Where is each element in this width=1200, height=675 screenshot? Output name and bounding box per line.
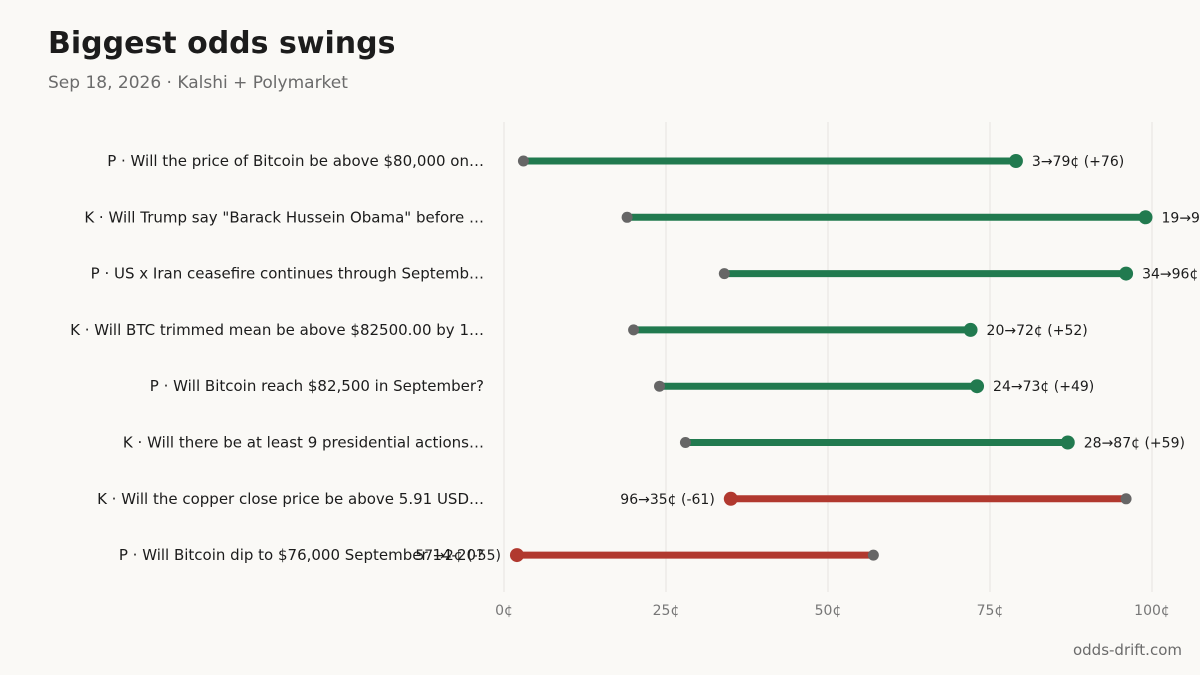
end-point [723, 491, 738, 506]
x-tick-label: 75¢ [977, 603, 1004, 619]
chart-rows: P · Will the price of Bitcoin be above $… [70, 152, 1200, 564]
value-label: 20→72¢ (+52) [987, 323, 1088, 339]
end-point [1060, 435, 1075, 450]
row-label: P · Will Bitcoin reach $82,500 in Septem… [150, 377, 484, 395]
end-point [1008, 154, 1023, 168]
row-label: K · Will the copper close price be above… [97, 490, 484, 508]
end-point [1138, 210, 1153, 225]
value-label: 24→73¢ (+49) [993, 379, 1094, 395]
row-label: P · US x Iran ceasefire continues throug… [91, 265, 484, 283]
chart-row: P · Will Bitcoin reach $82,500 in Septem… [150, 377, 1094, 395]
source-credit: odds-drift.com [1072, 641, 1182, 659]
end-point [970, 379, 985, 394]
chart-row: K · Will Trump say "Barack Hussein Obama… [84, 208, 1200, 226]
start-point [679, 437, 691, 448]
chart-row: K · Will there be at least 9 presidentia… [123, 434, 1185, 452]
end-point [509, 548, 524, 563]
value-label: 3→79¢ (+76) [1032, 154, 1124, 170]
start-point [867, 549, 879, 561]
row-label: K · Will there be at least 9 presidentia… [123, 434, 484, 452]
chart-title: Biggest odds swings [48, 26, 396, 61]
row-label: K · Will BTC trimmed mean be above $8250… [70, 321, 484, 339]
chart-row: K · Will the copper close price be above… [97, 490, 1132, 508]
value-label: 96→35¢ (-61) [620, 492, 715, 508]
start-point [718, 268, 730, 280]
start-point [654, 380, 666, 392]
x-tick-label: 25¢ [653, 603, 680, 619]
x-tick-label: 50¢ [815, 603, 842, 619]
end-point [963, 322, 978, 337]
chart-subtitle: Sep 18, 2026 · Kalshi + Polymarket [48, 73, 348, 93]
start-point [621, 211, 633, 223]
row-label: P · Will the price of Bitcoin be above $… [107, 152, 484, 170]
x-axis-ticks: 0¢ 25¢ 50¢ 75¢ 100¢ [495, 603, 1170, 619]
value-label: 57→2¢ (-55) [415, 548, 501, 564]
x-tick-label: 0¢ [495, 603, 513, 619]
start-point [1120, 493, 1132, 505]
chart-row: P · Will the price of Bitcoin be above $… [107, 152, 1124, 170]
value-label: 19→99¢ (+80) [1162, 210, 1200, 226]
row-label: K · Will Trump say "Barack Hussein Obama… [84, 208, 484, 226]
chart-row: K · Will BTC trimmed mean be above $8250… [70, 321, 1088, 339]
x-tick-label: 100¢ [1134, 603, 1170, 619]
value-label: 34→96¢ (+62) [1142, 267, 1200, 283]
row-label: P · Will Bitcoin dip to $76,000 Septembe… [119, 546, 484, 564]
value-label: 28→87¢ (+59) [1084, 436, 1185, 452]
chart-row: P · US x Iran ceasefire continues throug… [91, 265, 1200, 283]
start-point [628, 324, 640, 336]
grid-lines [503, 122, 1153, 592]
end-point [1119, 266, 1134, 281]
chart-row: P · Will Bitcoin dip to $76,000 Septembe… [119, 546, 879, 564]
start-point [517, 155, 529, 167]
